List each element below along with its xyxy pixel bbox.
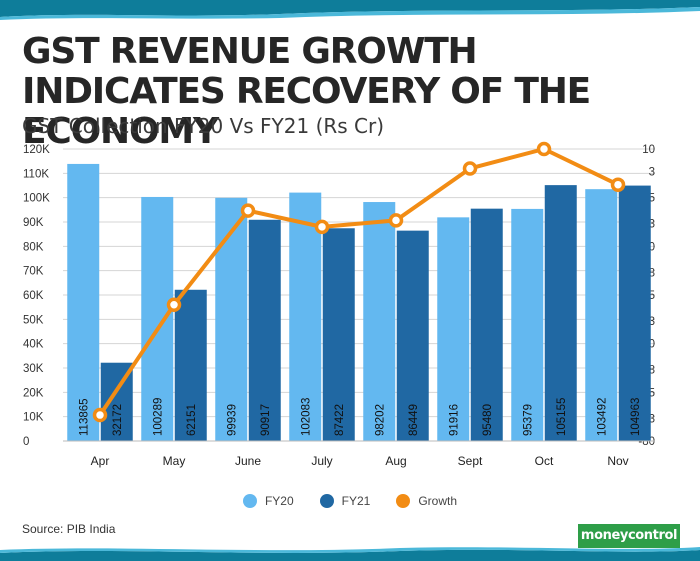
left-axis-tick-label: 60K [23,290,44,302]
data-label-fy21: 95480 [482,404,494,436]
growth-point-may [166,297,182,312]
data-label-fy21: 32172 [112,404,124,436]
chart-subtitle: GST Collection FY20 Vs FY21 (Rs Cr) [22,114,385,138]
data-label-fy20: 113865 [78,398,90,436]
growth-point-june [240,203,256,218]
bar-fy21-aug [396,230,429,441]
chart-title: GST REVENUE GROWTH INDICATES RECOVERY OF… [22,31,591,152]
growth-point-nov [610,177,626,192]
bar-fy21-oct [544,185,577,441]
legend-label-fy21: FY21 [341,494,371,508]
bar-fy20-aug [363,202,396,441]
left-axis-tick-label: 20K [23,387,44,399]
gst-chart: 0 10K 20K 30K 40K 50K 60K 70K 80K 90K 100K 110K 120K… [23,141,655,468]
moneycontrol-logo[interactable]: moneycontrol [578,524,680,548]
data-label-fy21: 87422 [334,404,346,436]
left-axis-tick-label: 0 [23,436,29,448]
category-label: Oct [535,454,554,468]
bar-fy21-nov [618,185,651,441]
category-label: May [163,454,186,468]
bar-fy20-sept [437,217,470,441]
bar-fy20-may [141,196,174,441]
left-axis-tick-label: 70K [23,266,44,278]
left-axis-tick-label: 100K [23,193,50,205]
bar-fy21-july [322,228,355,441]
source-note: Source: PIB India [22,522,116,536]
data-label-fy20: 91916 [448,404,460,436]
growth-point-oct [536,141,552,157]
left-axis-tick-label: 90K [23,217,44,229]
legend-label-fy20: FY20 [264,494,294,508]
bar-fy20-oct [511,208,544,441]
right-axis-tick-label: 3 [649,167,655,179]
left-axis-tick-label: 40K [23,339,44,351]
left-axis-tick-label: 30K [23,363,44,375]
legend-item-fy21[interactable]: FY21 [319,494,371,508]
growth-point-aug [388,213,404,228]
category-label: Sept [458,454,483,468]
legend-swatch-fy20 [242,494,257,508]
chart-legend: FY20 FY21 Growth [0,494,700,508]
growth-point-july [314,219,330,235]
left-axis-tick-label: 120K [23,144,50,156]
left-axis-tick-label: 80K [23,241,44,253]
data-label-fy20: 103492 [596,398,608,436]
left-axis-tick-label: 50K [23,314,44,326]
data-label-fy21: 90917 [260,404,272,436]
category-label: Apr [91,454,110,468]
data-label-fy20: 102083 [300,398,312,436]
legend-label-growth: Growth [418,494,458,508]
bar-fy20-nov [585,189,618,441]
data-label-fy21: 105155 [556,398,568,436]
data-label-fy20: 100289 [152,398,164,436]
data-label-fy21: 104963 [630,398,642,436]
left-axis-tick-label: 110K [23,168,49,180]
bar-fy20-july [289,192,322,441]
bar-fy20-june [215,197,248,441]
data-label-fy20: 99939 [226,404,238,436]
left-axis-tick-label: 10K [23,412,44,424]
bottom-decorative-band [0,547,700,561]
legend-swatch-fy21 [319,494,334,508]
category-label: June [235,454,261,468]
data-label-fy21: 62151 [186,404,198,436]
legend-item-fy20[interactable]: FY20 [242,494,294,508]
growth-line [98,147,620,418]
legend-item-growth[interactable]: Growth [396,494,457,508]
right-axis-tick-label: 10 [642,144,655,156]
bar-fy20-apr [67,163,100,441]
growth-point-sept [462,161,478,176]
bar-fy21-sept [470,208,503,441]
legend-swatch-growth [396,494,411,508]
bar-fy21-june [248,219,281,441]
data-label-fy21: 86449 [408,404,420,436]
top-decorative-band [0,0,700,20]
data-label-fy20: 98202 [374,404,386,436]
category-label: Nov [607,454,628,468]
data-label-fy20: 95379 [522,404,534,436]
category-label: July [311,454,332,468]
category-label: Aug [385,454,406,468]
growth-point-apr [92,407,108,423]
bar-fy21-may [174,289,207,441]
